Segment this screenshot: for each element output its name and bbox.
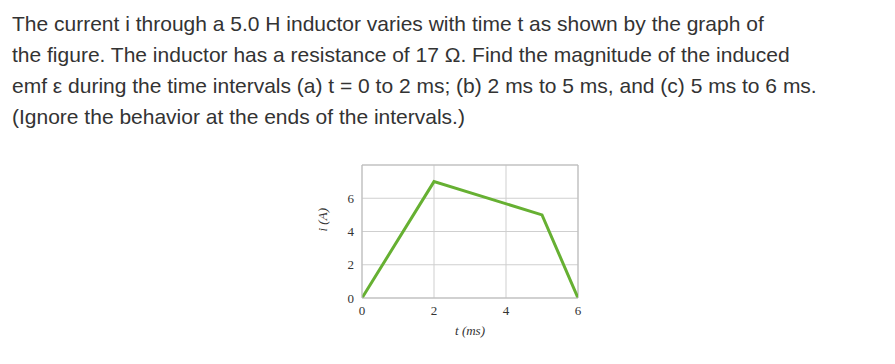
svg-text:6: 6	[575, 303, 582, 318]
svg-text:i (A): i (A)	[315, 208, 330, 231]
svg-text:2: 2	[348, 257, 355, 272]
html-text:the figure. The inductor has a: the figure. The inductor has a resistanc…	[12, 43, 790, 66]
html-text:(Ignore the behavior at the en: (Ignore the behavior at the ends of the …	[12, 105, 465, 128]
html-text:emf ε during the time interval: emf ε during the time intervals (a) t = …	[12, 74, 817, 97]
svg-text:t (ms): t (ms)	[455, 323, 485, 338]
svg-text:6: 6	[348, 191, 355, 206]
svg-text:4: 4	[348, 224, 355, 239]
html-text:The current i through a 5.0 H: The current i through a 5.0 H inductor v…	[12, 12, 764, 35]
svg-text:0: 0	[348, 291, 355, 306]
svg-text:4: 4	[503, 303, 510, 318]
svg-text:2: 2	[431, 303, 438, 318]
svg-text:0: 0	[359, 303, 366, 318]
